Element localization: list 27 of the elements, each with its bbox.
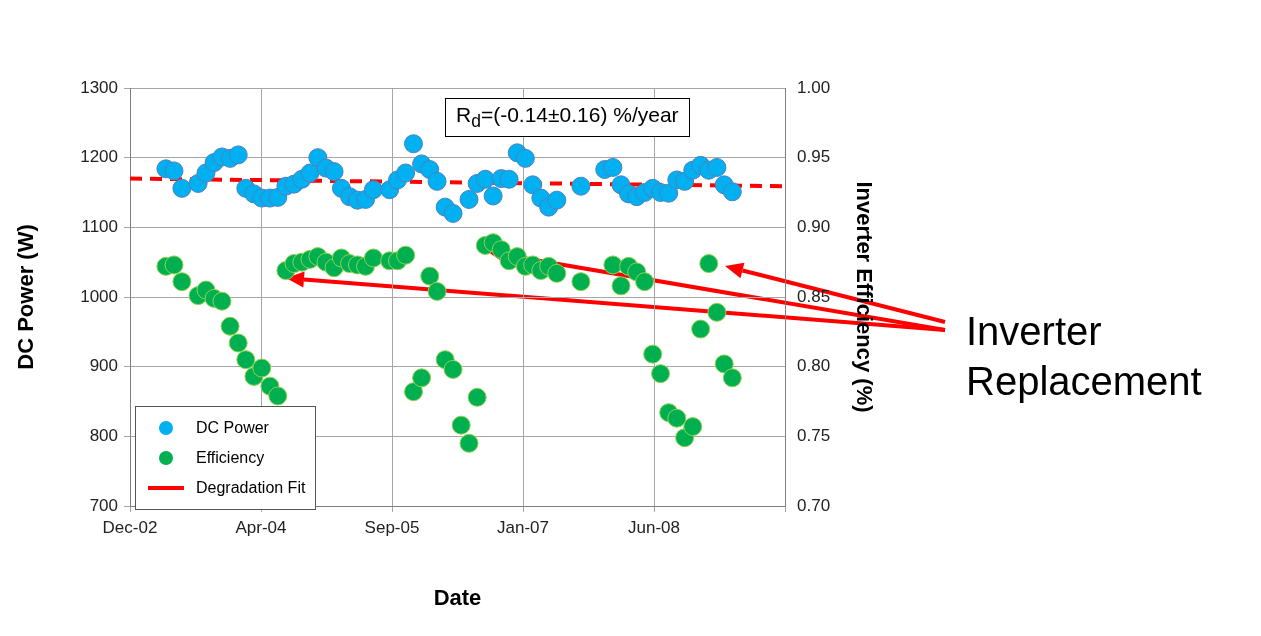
y-tick-label: 1200 xyxy=(80,147,118,167)
y-tick-label: 1300 xyxy=(80,77,118,97)
y2-tick-label: 0.80 xyxy=(797,356,831,376)
legend-label: DC Power xyxy=(196,419,269,437)
x-tick-label: Dec-02 xyxy=(102,517,158,537)
y2-tick-label: 0.95 xyxy=(797,147,831,167)
x-tick-label: Jan-07 xyxy=(497,517,549,537)
y-axis-title: DC Power (W) xyxy=(13,224,39,370)
annotation: R$_{d}$=(-0.14±0.16) %/year xyxy=(445,98,690,138)
x-tick-label: Apr-04 xyxy=(235,517,287,537)
y2-tick-label: 0.70 xyxy=(797,495,831,515)
y-tick-label: 900 xyxy=(89,356,118,376)
y-tick-label: 700 xyxy=(89,495,118,515)
y-tick-label: 1000 xyxy=(80,286,118,306)
y2-axis-title: Inverter Efficiency (%) xyxy=(851,181,877,413)
legend-label: Efficiency xyxy=(196,449,265,467)
y2-tick-label: 1.00 xyxy=(797,77,831,97)
legend-label: Degradation Fit xyxy=(196,479,306,497)
y2-tick-label: 0.75 xyxy=(797,426,831,446)
x-tick-label: Jun-08 xyxy=(628,517,680,537)
y-tick-label: 1100 xyxy=(81,217,118,237)
x-axis-title: Date xyxy=(433,584,482,610)
y2-tick-label: 0.85 xyxy=(797,286,831,306)
y2-tick-label: 0.90 xyxy=(797,217,831,237)
text: Inverter Replacement xyxy=(966,308,1203,405)
x-tick-label: Sep-05 xyxy=(364,517,420,537)
y-tick-label: 800 xyxy=(89,426,118,446)
